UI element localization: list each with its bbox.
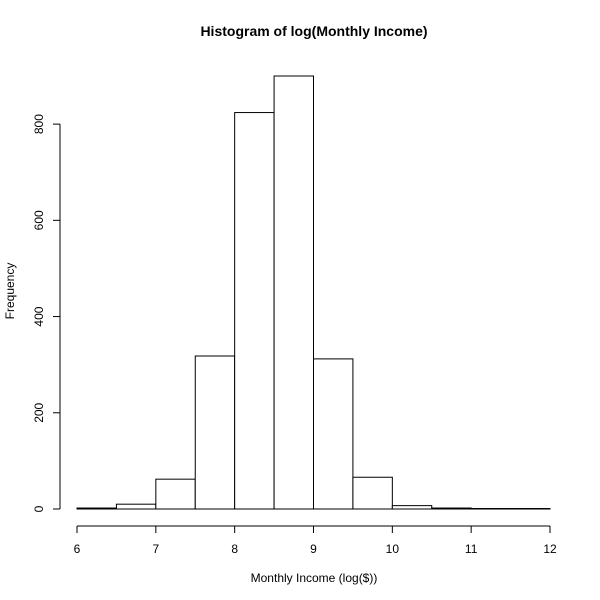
- histogram-bar-8: [391, 505, 433, 510]
- bars-group: [76, 75, 551, 510]
- histogram-bar-9: [431, 507, 472, 510]
- histogram-bar-4: [234, 112, 275, 510]
- histogram-bar-6: [313, 358, 354, 510]
- y-tick-label-0: 0: [32, 505, 46, 512]
- y-tick-label-3: 600: [32, 210, 46, 230]
- histogram-bar-10: [470, 508, 512, 510]
- histogram-bar-11: [510, 508, 551, 510]
- y-tick-label-1: 200: [32, 402, 46, 422]
- histogram-bar-2: [155, 478, 196, 510]
- y-tick-label-2: 400: [32, 306, 46, 326]
- x-tick-label-4: 10: [386, 542, 400, 556]
- histogram-bar-3: [194, 355, 236, 510]
- histogram-bar-1: [115, 503, 157, 510]
- histogram-bar-7: [352, 476, 393, 510]
- histogram-bar-0: [76, 507, 117, 510]
- y-axis-label: Frequency: [3, 263, 17, 320]
- x-tick-label-5: 11: [465, 542, 478, 556]
- x-axis: 6 7 8 9 10 11 12: [74, 525, 557, 556]
- x-tick-label-6: 12: [543, 542, 557, 556]
- x-tick-label-0: 6: [74, 542, 81, 556]
- x-tick-label-1: 7: [152, 542, 159, 556]
- x-axis-label: Monthly Income (log($)): [251, 571, 378, 585]
- x-tick-label-2: 8: [231, 542, 238, 556]
- x-tick-label-3: 9: [310, 542, 317, 556]
- histogram-bar-5: [273, 75, 315, 510]
- chart-title: Histogram of log(Monthly Income): [200, 23, 427, 39]
- y-tick-label-4: 800: [32, 114, 46, 134]
- y-axis: 0 200 400 600 800: [32, 114, 61, 512]
